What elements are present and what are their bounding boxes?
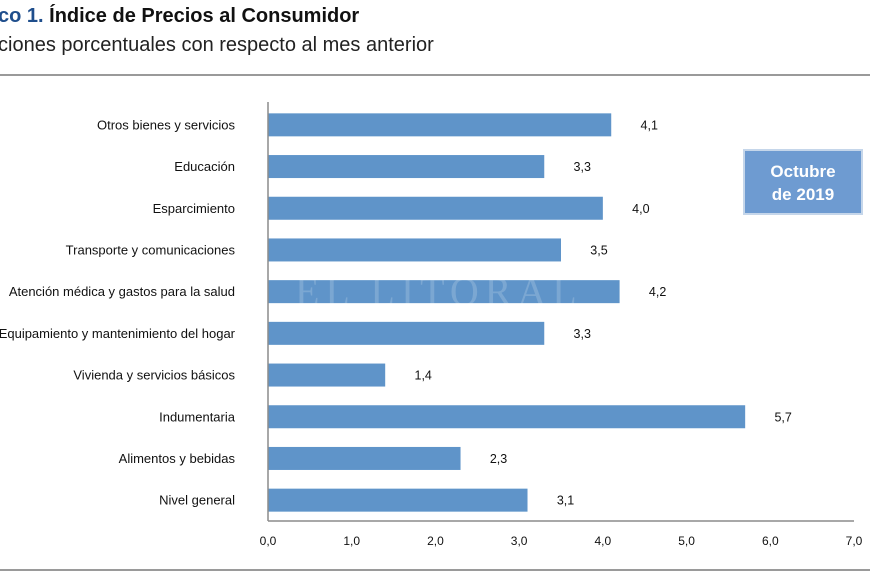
data-label: 5,7 bbox=[774, 410, 791, 424]
category-label: Educación bbox=[174, 159, 235, 174]
badge-month: Octubre bbox=[770, 162, 836, 181]
bar bbox=[268, 446, 461, 470]
chart-title: co 1. Índice de Precios al Consumidor bbox=[0, 5, 359, 28]
bar bbox=[268, 196, 603, 220]
x-tick-label: 4,0 bbox=[595, 534, 612, 548]
category-label: Alimentos y bebidas bbox=[119, 451, 236, 466]
x-tick-label: 1,0 bbox=[343, 534, 360, 548]
x-tick-label: 7,0 bbox=[846, 534, 863, 548]
category-label: Otros bienes y servicios bbox=[97, 117, 235, 132]
bar bbox=[268, 405, 746, 429]
bar bbox=[268, 488, 528, 512]
chart-subtitle: ciones porcentuales con respecto al mes … bbox=[0, 34, 434, 56]
x-tick-label: 0,0 bbox=[260, 534, 277, 548]
data-label: 4,0 bbox=[632, 202, 649, 216]
period-badge: Octubre de 2019 bbox=[743, 149, 863, 215]
category-label: Esparcimiento bbox=[153, 201, 235, 216]
bar bbox=[268, 280, 620, 304]
x-tick-labels: 0,0 1,0 2,0 3,0 4,0 5,0 6,0 7,0 bbox=[260, 534, 863, 548]
badge-year: de 2019 bbox=[771, 185, 835, 204]
data-label: 2,3 bbox=[490, 452, 507, 466]
category-label: Atención médica y gastos para la salud bbox=[9, 284, 235, 299]
bars-group bbox=[268, 113, 746, 512]
chart-number: co 1. bbox=[0, 5, 44, 27]
top-divider bbox=[0, 74, 870, 76]
data-label: 4,2 bbox=[649, 285, 666, 299]
x-tick-label: 5,0 bbox=[678, 534, 695, 548]
bar bbox=[268, 155, 545, 179]
bar bbox=[268, 238, 561, 262]
x-tick-label: 3,0 bbox=[511, 534, 528, 548]
data-label: 4,1 bbox=[641, 118, 658, 132]
bottom-divider bbox=[0, 569, 870, 571]
watermark: EL LITORAL bbox=[295, 269, 583, 314]
data-label: 1,4 bbox=[415, 369, 432, 383]
category-label: Indumentaria bbox=[159, 409, 236, 424]
x-tick-label: 6,0 bbox=[762, 534, 779, 548]
category-labels: Otros bienes y servicios Educación Esparci… bbox=[0, 117, 236, 507]
chart-title-text: Índice de Precios al Consumidor bbox=[43, 5, 360, 27]
category-label: Nivel general bbox=[159, 493, 235, 508]
data-label: 3,1 bbox=[557, 494, 574, 508]
data-label: 3,5 bbox=[590, 243, 607, 257]
bar bbox=[268, 363, 386, 387]
bar bbox=[268, 321, 545, 345]
data-label: 3,3 bbox=[574, 160, 591, 174]
bar bbox=[268, 113, 612, 137]
x-tick-label: 2,0 bbox=[427, 534, 444, 548]
category-label: Equipamiento y mantenimiento del hogar bbox=[0, 326, 236, 341]
category-label: Vivienda y servicios básicos bbox=[73, 368, 235, 383]
value-labels: 4,1 3,3 4,0 3,5 4,2 3,3 1,4 5,7 2,3 3,1 bbox=[415, 118, 792, 507]
category-label: Transporte y comunicaciones bbox=[66, 242, 236, 257]
data-label: 3,3 bbox=[574, 327, 591, 341]
